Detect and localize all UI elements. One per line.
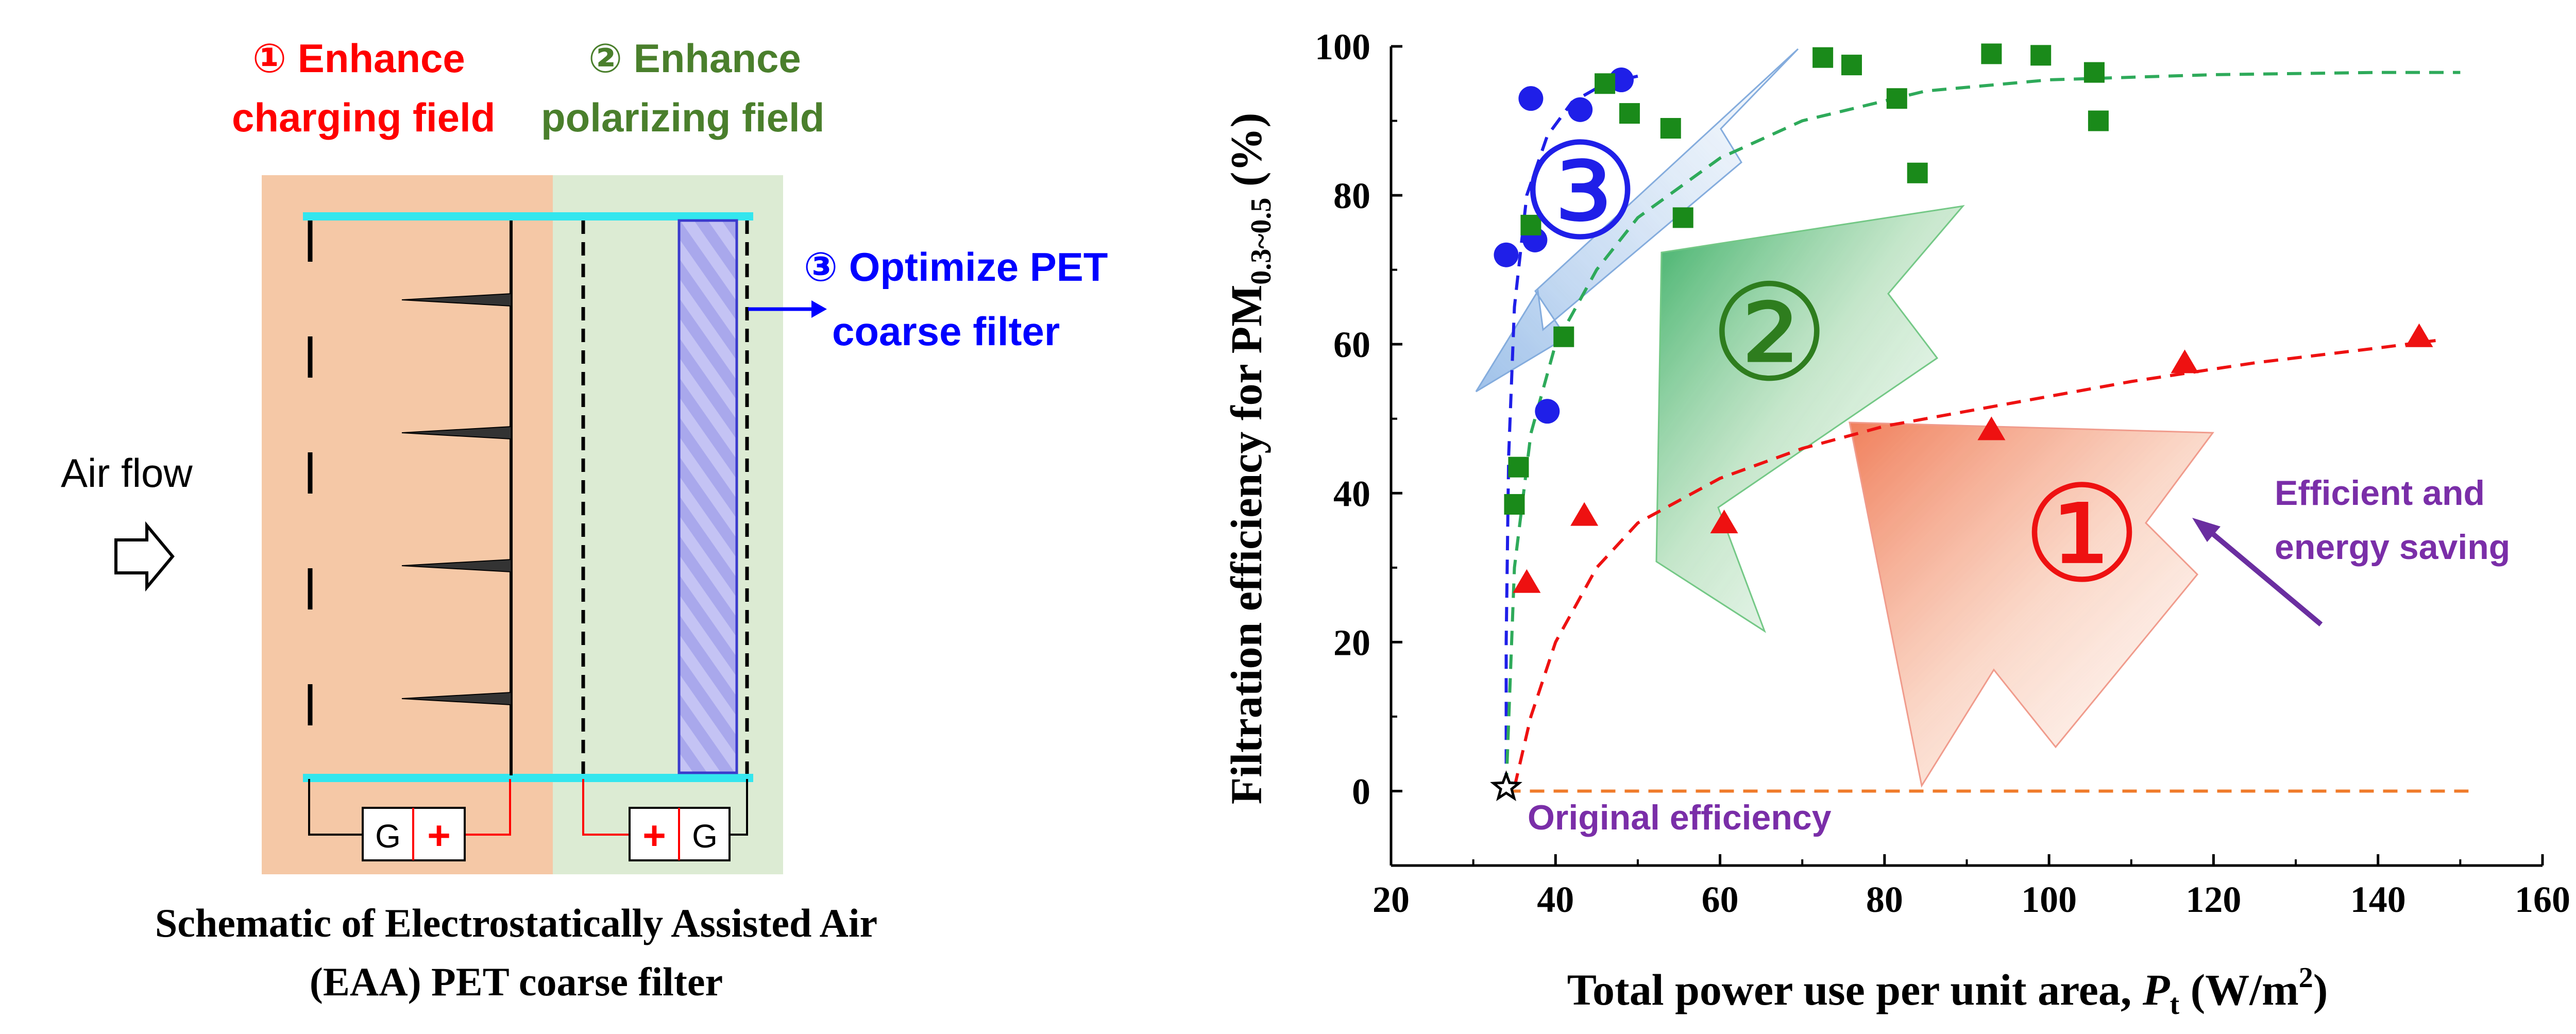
squares-point-10 [1841,55,1862,76]
squares-point-12 [1907,162,1928,183]
label-charging-1: ① Enhance [252,36,465,81]
squares-point-4 [1553,326,1574,347]
origin-star-icon [1490,770,1522,802]
region-badge-3: ① [2022,460,2142,609]
pointer-arrow-head [811,300,827,318]
squares-point-7 [1660,118,1681,139]
x-tick-label-140: 140 [2350,879,2406,920]
label-optimize-2: coarse filter [832,309,1060,354]
x-tick-label-40: 40 [1537,879,1574,920]
x-tick-label-120: 120 [2185,879,2241,920]
x-tick-label-20: 20 [1372,879,1410,920]
y-ticks: 0 20 40 60 80 100 [1315,26,1402,867]
squares-point-3 [1520,214,1541,235]
x-tick-label-100: 100 [2021,879,2077,920]
wire-left-black [308,779,363,836]
wire-right-black [730,779,748,836]
circles-point-3 [1568,97,1593,122]
charging-zone [262,175,553,874]
squares-point-1 [1504,494,1525,515]
squares-point-5 [1595,73,1616,94]
pet-coarse-filter [677,219,738,774]
power-supply-left-ground: G [375,818,401,855]
fit-curve-green-fit [1504,71,2461,788]
x-tick-label-80: 80 [1866,879,1903,920]
x-tick-label-160: 160 [2515,879,2570,920]
triangles-point-1 [1513,569,1541,593]
circles-point-6 [1535,399,1560,424]
y-tick-label-60: 60 [1333,324,1370,365]
x-ticks: 20 40 60 80 100 120 140 160 [1372,854,2570,920]
label-polarizing-2: polarizing field [541,95,824,140]
polarizing-zone [553,175,783,874]
y-axis-title: Filtration efficiency for PM0.3~0.5 (%) [1222,113,1277,804]
triangles-point-4 [1977,416,2006,440]
caption-line-2: (EAA) PET coarse filter [310,959,723,1004]
schematic: ① Enhance charging field ② Enhance polar… [61,36,1108,1004]
efficiency-arrow-head [2192,518,2221,542]
label-optimize-1: ③ Optimize PET [804,244,1108,290]
efficiency-arrow-line [2208,530,2323,626]
y-tick-label-40: 40 [1333,473,1370,514]
squares-point-2 [1508,456,1529,478]
air-flow-arrow-icon [114,521,175,592]
fit-curve-triangles [1513,339,2436,788]
data-points [1490,43,2433,802]
squares-point-14 [2030,45,2052,66]
triangles-point-3 [1710,510,1738,534]
squares-point-15 [2083,62,2105,83]
wire-right-red [582,779,630,836]
squares-point-11 [1886,88,1907,109]
squares-point-8 [1672,207,1693,228]
triangles-point-6 [2405,323,2433,347]
fit-curves [1504,71,2469,793]
y-tick-label-100: 100 [1315,26,1370,67]
triangles-point-5 [2171,349,2199,374]
squares-point-13 [1981,43,2002,64]
x-tick-label-60: 60 [1702,879,1739,920]
region-badges: ③② ① [1520,117,2142,609]
power-supply-right-ground: G [692,818,718,855]
needle-4 [401,691,512,706]
air-flow-label: Air flow [61,450,193,496]
squares-point-16 [2088,110,2109,131]
y-tick-label-80: 80 [1333,175,1370,216]
arrow-shape-2 [1655,205,1965,633]
needle-3 [401,558,512,573]
chart: 20 40 60 80 100 120 140 160 0 20 40 60 80 100 ③② ① To… [1222,26,2570,1021]
arrow-shape-1 [1849,421,2214,788]
circles-point-1 [1494,242,1519,267]
efficient-label-2: energy saving [2275,528,2510,567]
wire-left-red [465,779,511,836]
power-supply-left-plus: + [427,812,451,858]
power-supply-right-plus: + [642,812,666,858]
circles-point-2 [1518,86,1544,111]
y-tick-label-20: 20 [1333,622,1370,663]
region-badge-2: ② [1709,259,1829,409]
y-tick-label-0: 0 [1352,771,1370,812]
region-badge-1: ③ [1520,117,1640,267]
label-charging-2: charging field [232,95,495,140]
needle-2 [401,426,512,440]
label-polarizing-1: ② Enhance [588,36,801,81]
squares-point-9 [1812,47,1834,68]
triangles-point-2 [1570,502,1599,526]
original-efficiency-label: Original efficiency [1528,798,1832,837]
squares-point-6 [1619,103,1640,124]
x-axis-title: Total power use per unit area, Pt (W/m2) [1567,962,2328,1021]
caption-line-1: Schematic of Electrostatically Assisted … [155,901,877,945]
needle-1 [401,293,512,307]
efficient-label-1: Efficient and [2275,473,2485,513]
fit-curve-circles [1504,74,1638,788]
